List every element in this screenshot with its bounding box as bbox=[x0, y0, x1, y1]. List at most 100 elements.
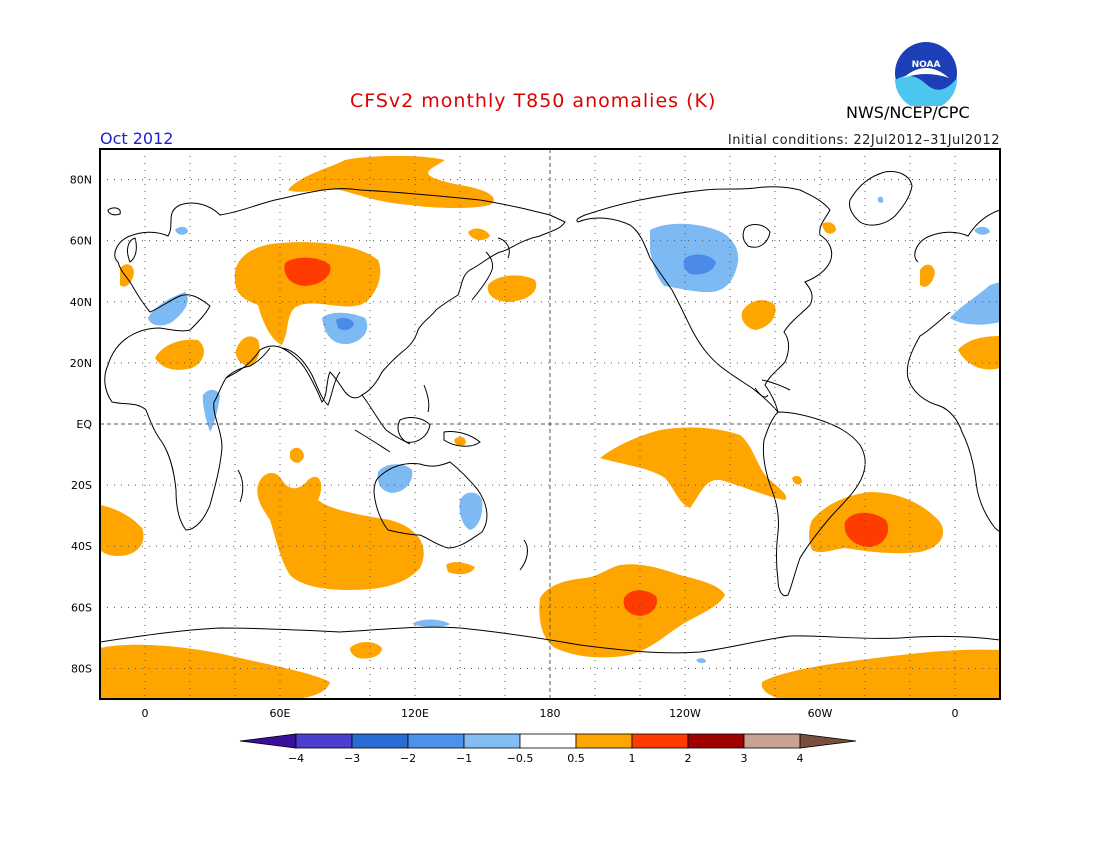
coastline-europe-east bbox=[914, 209, 1000, 263]
cool-anomaly-east-australia bbox=[459, 492, 483, 530]
latitude-label: 60S bbox=[71, 601, 92, 614]
colorbar-segment bbox=[631, 733, 689, 749]
colorbar: −4 −3 −2 −1 −0.5 0.5 1 2 3 4 bbox=[239, 733, 857, 765]
warm-anomaly-south-pacific bbox=[600, 427, 787, 508]
coastline-uk bbox=[127, 237, 137, 263]
colorbar-segment bbox=[351, 733, 409, 749]
latitude-label: 80N bbox=[70, 174, 92, 187]
coastline-arabia bbox=[225, 347, 271, 379]
forecast-month: Oct 2012 bbox=[100, 129, 174, 148]
longitude-label: 180 bbox=[540, 707, 561, 720]
coastline-australia bbox=[373, 461, 488, 549]
coastline-sumatra bbox=[354, 429, 391, 453]
coastline-antarctica bbox=[100, 626, 1000, 654]
coastlines bbox=[100, 171, 1000, 654]
cool-anomaly-nw-australia bbox=[377, 464, 413, 493]
colorbar-label: −1 bbox=[456, 752, 472, 765]
anomaly-shading bbox=[100, 155, 1000, 699]
coastline-borneo bbox=[397, 417, 431, 443]
strong-cool-anomaly-tibet bbox=[336, 317, 354, 331]
warm-anomaly-iberia-east bbox=[920, 264, 935, 287]
colorbar-segment bbox=[519, 733, 577, 749]
colorbar-label: −4 bbox=[288, 752, 304, 765]
coastline-cuba bbox=[761, 379, 791, 391]
noaa-logo-text: NOAA bbox=[912, 60, 941, 70]
cool-anomaly-antarctic-small bbox=[696, 658, 706, 664]
coastline-india bbox=[281, 347, 341, 406]
colorbar-label: −0.5 bbox=[507, 752, 534, 765]
graticule bbox=[100, 149, 1000, 699]
coastline-philippines bbox=[423, 384, 430, 413]
warm-anomaly-south-indian-ocean bbox=[257, 472, 424, 590]
longitude-label: 120E bbox=[401, 707, 429, 720]
colorbar-segment bbox=[407, 733, 465, 749]
warm-anomaly-antarctic-west bbox=[100, 644, 330, 699]
colorbar-label: 1 bbox=[629, 752, 636, 765]
colorbar-label: 0.5 bbox=[567, 752, 585, 765]
coastline-madagascar bbox=[237, 469, 244, 503]
colorbar-label: −2 bbox=[400, 752, 416, 765]
warm-anomaly-arabia bbox=[235, 336, 260, 366]
coastline-south-america bbox=[762, 411, 866, 597]
warm-anomaly-nw-pacific bbox=[487, 275, 537, 302]
warm-anomaly-newfoundland bbox=[822, 222, 836, 234]
coastline-north-america bbox=[576, 186, 833, 413]
coastline-florida bbox=[754, 387, 769, 398]
map-frame bbox=[99, 148, 1001, 700]
warm-anomaly-central-asia bbox=[234, 242, 381, 345]
latitude-label: 60N bbox=[70, 235, 92, 248]
agency-label: NWS/NCEP/CPC bbox=[846, 103, 970, 122]
cool-anomaly-east-africa bbox=[202, 389, 220, 432]
warm-anomaly-antarctic-east bbox=[761, 649, 1000, 699]
warm-anomaly-north-africa-east bbox=[958, 336, 1000, 370]
latitude-label: 80S bbox=[71, 662, 92, 675]
cool-anomaly-baffin bbox=[877, 196, 884, 203]
colorbar-segment bbox=[463, 733, 521, 749]
colorbar-segment bbox=[687, 733, 745, 749]
colorbar-arrow-low bbox=[239, 733, 297, 749]
warm-anomaly-okhotsk bbox=[468, 228, 490, 241]
axis-labels: 80N 60N 40N 20N EQ 20S 40S 60S 80S 0 60E 120E 180 120… bbox=[70, 174, 959, 720]
coastline-africa-east bbox=[906, 311, 1000, 533]
warm-anomaly-brazil bbox=[792, 475, 802, 485]
latitude-label: 20S bbox=[71, 479, 92, 492]
latitude-label: 40S bbox=[71, 540, 92, 553]
cool-anomaly-antarctic bbox=[412, 619, 450, 627]
latitude-label: 20N bbox=[70, 357, 92, 370]
coastline-new-zealand bbox=[519, 539, 528, 571]
warm-anomaly-north-africa bbox=[155, 339, 204, 370]
coastline-se-asia bbox=[361, 394, 411, 445]
cool-anomaly-scandinavia-east bbox=[974, 226, 990, 235]
longitude-label: 120W bbox=[669, 707, 701, 720]
colorbar-label: 2 bbox=[685, 752, 692, 765]
coastline-greenland bbox=[849, 171, 913, 226]
cool-anomaly-mediterranean bbox=[148, 292, 188, 326]
colorbar-segment bbox=[575, 733, 633, 749]
coastline-kamchatka bbox=[497, 237, 510, 259]
initial-conditions: Initial conditions: 22Jul2012–31Jul2012 bbox=[727, 133, 1000, 148]
strong-cool-anomaly-north-america bbox=[683, 254, 716, 275]
warm-anomaly-iberia bbox=[120, 264, 134, 287]
warm-anomaly-southeast-atlantic bbox=[100, 505, 144, 556]
colorbar-arrow-high bbox=[799, 733, 857, 749]
coastline-iceland bbox=[107, 207, 121, 216]
noaa-logo: NOAA bbox=[893, 40, 959, 111]
colorbar-label: −3 bbox=[344, 752, 360, 765]
coastline-eurasia bbox=[104, 188, 566, 531]
cool-anomaly-mediterranean-east bbox=[950, 282, 1000, 325]
cool-anomaly-scandinavia bbox=[175, 226, 188, 235]
warm-anomaly-new-guinea bbox=[454, 436, 466, 447]
latitude-label: 40N bbox=[70, 296, 92, 309]
warm-anomaly-tasman bbox=[446, 562, 475, 575]
longitude-label: 60W bbox=[808, 707, 833, 720]
latitude-label: EQ bbox=[76, 418, 92, 431]
strong-warm-anomaly-south-atlantic bbox=[844, 512, 889, 547]
coastline-new-guinea bbox=[443, 431, 481, 447]
colorbar-segment bbox=[295, 733, 353, 749]
longitude-label: 60E bbox=[270, 707, 291, 720]
colorbar-segment bbox=[743, 733, 801, 749]
coastline-japan bbox=[471, 251, 493, 301]
warm-anomaly-indian-small bbox=[290, 447, 304, 463]
longitude-label: 0 bbox=[952, 707, 959, 720]
